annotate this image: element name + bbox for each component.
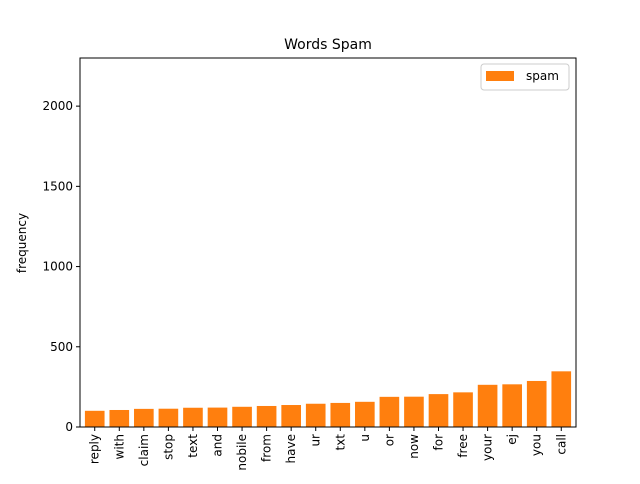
x-tick-label: ej (505, 434, 519, 445)
bar-with (109, 409, 130, 427)
bar-u (355, 401, 375, 427)
x-tick-label: for (432, 434, 446, 451)
x-tick-label: from (260, 434, 274, 462)
x-tick-label: reply (88, 434, 102, 464)
x-tick-label: your (481, 434, 495, 461)
y-axis: 0 500 1000 1500 2000 (42, 99, 80, 434)
legend: spam (480, 63, 570, 91)
y-tick-label: 1000 (42, 260, 73, 274)
y-tick-label: 500 (50, 340, 73, 354)
x-tick-label: txt (333, 434, 347, 451)
legend-box (480, 63, 570, 91)
y-tick-label: 1500 (42, 179, 73, 193)
bar-nobile (232, 406, 252, 427)
bar-ur (305, 403, 326, 427)
bar-stop (158, 408, 179, 427)
x-tick-label: nobile (235, 434, 249, 471)
x-tick-label: have (284, 434, 298, 463)
x-tick-label: ur (309, 434, 323, 447)
x-tick-label: stop (161, 434, 175, 460)
plot-frame (79, 57, 577, 428)
x-tick-label: now (407, 434, 421, 459)
bar-for (428, 394, 449, 427)
y-axis-label: frequency (15, 213, 29, 273)
x-tick-label: you (530, 434, 544, 456)
bar-text (183, 407, 203, 427)
bar-from (256, 405, 277, 427)
x-tick-label: free (456, 434, 470, 458)
bar-txt (330, 402, 351, 427)
bar-now (404, 396, 424, 427)
bar-you (526, 380, 547, 427)
x-tick-label: claim (137, 434, 151, 466)
bar-or (379, 396, 400, 427)
x-tick-label: u (358, 434, 372, 442)
x-tick-label: text (186, 434, 200, 458)
bar-call (551, 371, 572, 427)
chart-title: Words Spam (284, 37, 372, 53)
legend-label-spam: spam (526, 69, 559, 83)
y-tick-label: 0 (65, 420, 73, 434)
x-axis: reply with claim stop text and nobile from have u… (88, 427, 568, 471)
bar-free (453, 392, 473, 427)
x-tick-label: call (554, 434, 568, 455)
bar-and (207, 407, 228, 427)
bar-have (281, 405, 301, 427)
bar-ej (502, 384, 522, 427)
x-tick-label: or (382, 434, 396, 446)
x-tick-label: with (112, 434, 126, 459)
y-tick-label: 2000 (42, 99, 73, 113)
bar-reply (84, 410, 105, 427)
bar-claim (134, 408, 154, 427)
legend-swatch-spam (486, 71, 514, 81)
bar-your (477, 384, 498, 427)
x-tick-label: and (211, 434, 225, 457)
bars-layer (84, 371, 572, 427)
